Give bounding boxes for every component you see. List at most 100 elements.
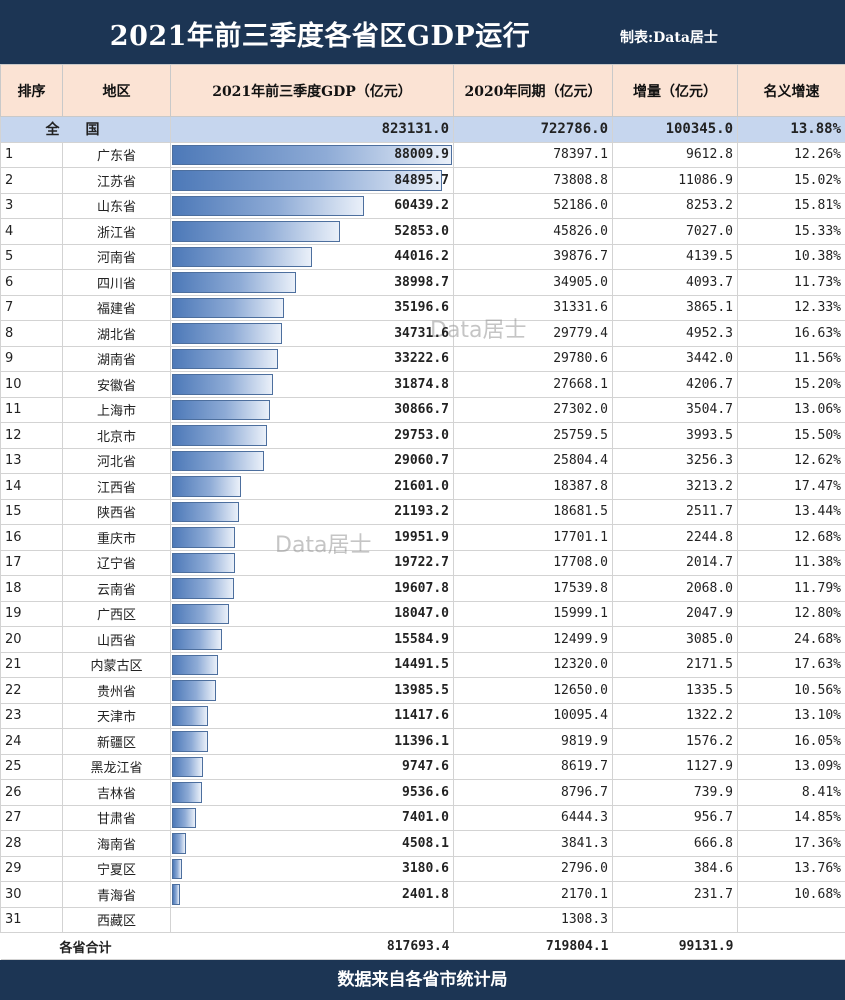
prev-gdp-cell: 25759.5 <box>453 422 613 449</box>
gdp-cell: 31874.8 <box>170 371 454 398</box>
growth-rate-cell: 11.38% <box>737 549 845 576</box>
table-row: 20 山西省 15584.9 12499.9 3085.0 24.68% <box>0 626 845 653</box>
gdp-value: 60439.2 <box>394 198 449 214</box>
table-row: 9 湖南省 33222.6 29780.6 3442.0 11.56% <box>0 345 845 372</box>
prev-gdp-cell: 12650.0 <box>453 677 613 704</box>
growth-rate-cell: 12.62% <box>737 447 845 474</box>
table-row: 17 辽宁省 19722.7 17708.0 2014.7 11.38% <box>0 549 845 576</box>
prev-gdp-cell: 12499.9 <box>453 626 613 653</box>
gdp-value: 31874.8 <box>394 376 449 392</box>
gdp-bar <box>172 348 278 369</box>
national-rate: 13.88% <box>737 116 845 143</box>
rank-cell: 21 <box>0 651 63 678</box>
gdp-cell: 84895.7 <box>170 167 454 194</box>
table-row: 7 福建省 35196.6 31331.6 3865.1 12.33% <box>0 294 845 321</box>
gdp-bar <box>172 782 202 803</box>
gdp-cell: 60439.2 <box>170 192 454 219</box>
gdp-cell: 29060.7 <box>170 447 454 474</box>
rank-cell: 5 <box>0 243 63 270</box>
rank-cell: 16 <box>0 524 63 551</box>
prev-gdp-cell: 8619.7 <box>453 753 613 780</box>
gdp-value: 19722.7 <box>394 555 449 571</box>
growth-rate-cell: 10.38% <box>737 243 845 270</box>
growth-rate-cell: 13.09% <box>737 753 845 780</box>
gdp-value: 14491.5 <box>394 657 449 673</box>
increase-cell: 2511.7 <box>612 498 738 525</box>
rank-cell: 20 <box>0 626 63 653</box>
growth-rate-cell: 8.41% <box>737 779 845 806</box>
rank-cell: 23 <box>0 702 63 729</box>
footer-source: 数据来自各省市统计局 <box>0 960 845 1000</box>
title-bar: 2021年前三季度各省区GDP运行 制表:Data居士 <box>0 0 845 64</box>
table-row: 30 青海省 2401.8 2170.1 231.7 10.68% <box>0 881 845 908</box>
rank-cell: 17 <box>0 549 63 576</box>
gdp-cell: 19951.9 <box>170 524 454 551</box>
growth-rate-cell: 17.47% <box>737 473 845 500</box>
total-label: 各省合计 <box>0 932 171 960</box>
table-row: 8 湖北省 34731.6 29779.4 4952.3 16.63% <box>0 320 845 347</box>
increase-cell: 8253.2 <box>612 192 738 219</box>
national-prev: 722786.0 <box>453 116 613 143</box>
rank-cell: 2 <box>0 167 63 194</box>
total-row: 各省合计 817693.4 719804.1 99131.9 <box>0 932 845 960</box>
region-cell: 福建省 <box>62 294 171 321</box>
region-cell: 浙江省 <box>62 218 171 245</box>
table-row: 27 甘肃省 7401.0 6444.3 956.7 14.85% <box>0 804 845 831</box>
increase-cell: 739.9 <box>612 779 738 806</box>
region-cell: 新疆区 <box>62 728 171 755</box>
increase-cell: 666.8 <box>612 830 738 857</box>
region-cell: 吉林省 <box>62 779 171 806</box>
gdp-value: 2401.8 <box>402 886 449 902</box>
gdp-bar <box>172 807 196 828</box>
gdp-cell: 30866.7 <box>170 396 454 423</box>
table-row: 29 宁夏区 3180.6 2796.0 384.6 13.76% <box>0 855 845 882</box>
gdp-cell: 21193.2 <box>170 498 454 525</box>
table-row: 22 贵州省 13985.5 12650.0 1335.5 10.56% <box>0 677 845 704</box>
gdp-value: 52853.0 <box>394 223 449 239</box>
increase-cell: 1127.9 <box>612 753 738 780</box>
region-cell: 河南省 <box>62 243 171 270</box>
gdp-cell: 35196.6 <box>170 294 454 321</box>
rank-cell: 10 <box>0 371 63 398</box>
prev-gdp-cell: 34905.0 <box>453 269 613 296</box>
region-cell: 山东省 <box>62 192 171 219</box>
prev-gdp-cell: 2170.1 <box>453 881 613 908</box>
region-cell: 宁夏区 <box>62 855 171 882</box>
gdp-value: 3180.6 <box>402 861 449 877</box>
prev-gdp-cell: 39876.7 <box>453 243 613 270</box>
gdp-cell: 19722.7 <box>170 549 454 576</box>
increase-cell: 11086.9 <box>612 167 738 194</box>
gdp-cell: 7401.0 <box>170 804 454 831</box>
gdp-value: 18047.0 <box>394 606 449 622</box>
prev-gdp-cell: 73808.8 <box>453 167 613 194</box>
rank-cell: 7 <box>0 294 63 321</box>
region-cell: 内蒙古区 <box>62 651 171 678</box>
table-row: 25 黑龙江省 9747.6 8619.7 1127.9 13.09% <box>0 753 845 780</box>
table-row: 3 山东省 60439.2 52186.0 8253.2 15.81% <box>0 192 845 219</box>
table-row: 12 北京市 29753.0 25759.5 3993.5 15.50% <box>0 422 845 449</box>
gdp-bar <box>172 272 296 293</box>
gdp-bar <box>172 501 239 522</box>
prev-gdp-cell: 52186.0 <box>453 192 613 219</box>
gdp-bar <box>172 629 222 650</box>
rank-cell: 26 <box>0 779 63 806</box>
table-row: 26 吉林省 9536.6 8796.7 739.9 8.41% <box>0 779 845 806</box>
gdp-bar <box>172 654 218 675</box>
gdp-cell: 18047.0 <box>170 600 454 627</box>
prev-gdp-cell: 17701.1 <box>453 524 613 551</box>
gdp-bar <box>172 527 235 548</box>
growth-rate-cell: 13.10% <box>737 702 845 729</box>
rank-cell: 18 <box>0 575 63 602</box>
increase-cell: 1576.2 <box>612 728 738 755</box>
gdp-bar <box>172 756 203 777</box>
credit-label: 制表:Data居士 <box>620 30 718 46</box>
table-row: 28 海南省 4508.1 3841.3 666.8 17.36% <box>0 830 845 857</box>
prev-gdp-cell: 9819.9 <box>453 728 613 755</box>
rank-cell: 8 <box>0 320 63 347</box>
gdp-cell: 52853.0 <box>170 218 454 245</box>
gdp-value: 33222.6 <box>394 351 449 367</box>
growth-rate-cell: 11.56% <box>737 345 845 372</box>
rank-cell: 31 <box>0 906 63 933</box>
gdp-cell: 4508.1 <box>170 830 454 857</box>
increase-cell <box>612 906 738 933</box>
